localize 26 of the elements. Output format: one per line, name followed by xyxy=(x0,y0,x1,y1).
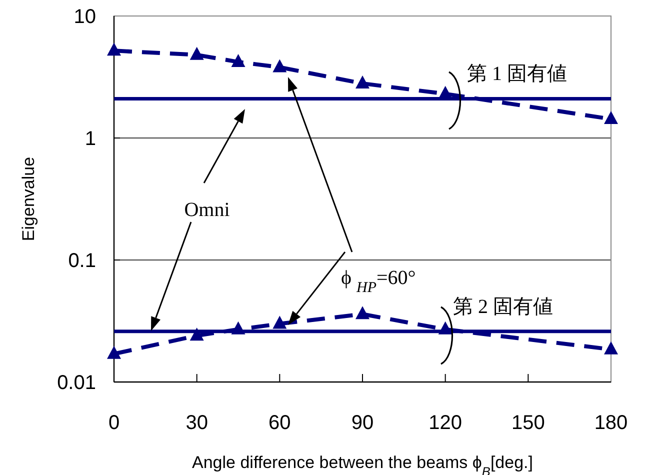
x-tick-label: 30 xyxy=(186,412,208,434)
point xyxy=(190,46,204,60)
x-tick-label: 60 xyxy=(268,412,291,434)
point xyxy=(604,341,618,354)
point xyxy=(604,111,618,124)
x-tick-label: 90 xyxy=(351,412,374,434)
x-tick-label: 0 xyxy=(108,412,120,434)
point xyxy=(356,75,370,88)
y-tick-label: 1 xyxy=(84,128,96,150)
point xyxy=(107,346,121,359)
annotation: 第 2 固有値 xyxy=(453,296,553,318)
point xyxy=(272,59,287,72)
annotation: 第 1 固有値 xyxy=(467,63,567,85)
y-tick-label: 0.1 xyxy=(68,250,96,272)
x-tick-label: 120 xyxy=(428,412,462,434)
annotation: ϕ $_{HP}$=60° xyxy=(341,267,416,296)
annotation: Omni xyxy=(184,199,230,221)
x-tick-label: 180 xyxy=(594,412,628,434)
y-tick-label: 10 xyxy=(74,6,96,28)
x-tick-label: 150 xyxy=(511,412,545,434)
point xyxy=(272,316,287,329)
point xyxy=(107,42,121,56)
y-tick-label: 0.01 xyxy=(57,372,96,394)
point xyxy=(356,306,370,320)
y-axis-title: Eigenvalue xyxy=(19,156,38,242)
point xyxy=(231,54,246,67)
